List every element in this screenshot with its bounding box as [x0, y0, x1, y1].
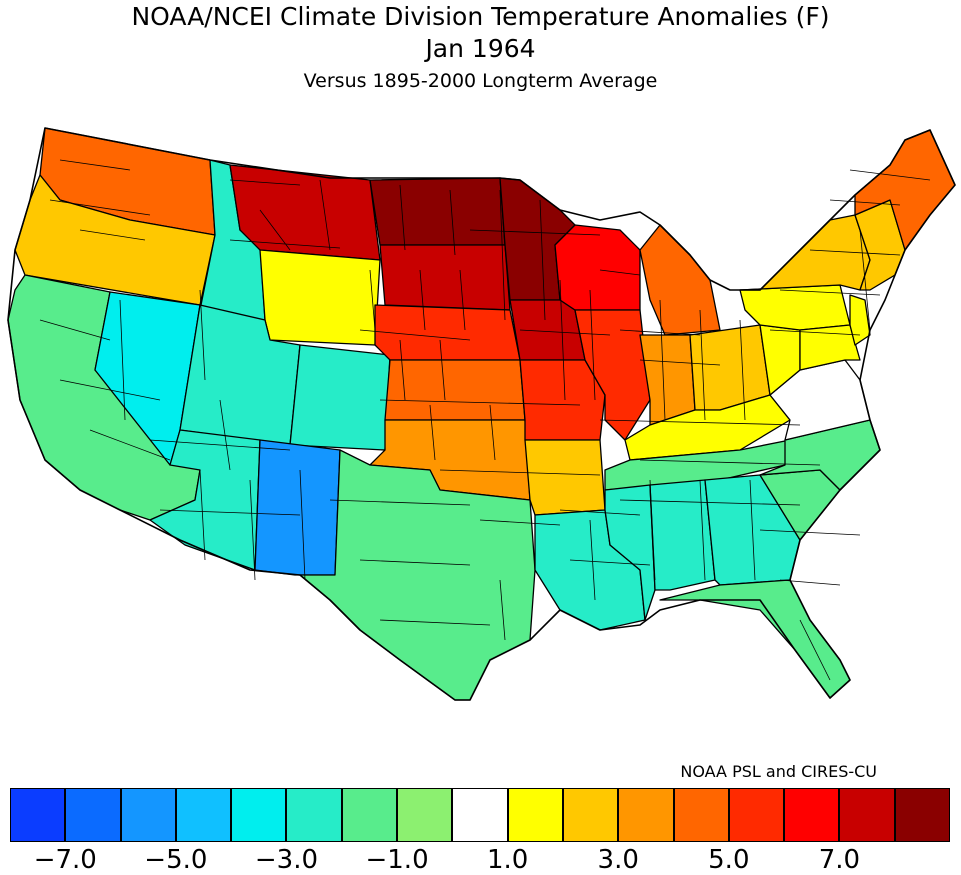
- region-alabama: [650, 480, 715, 590]
- legend-swatch: [674, 788, 729, 842]
- region-florida: [660, 580, 850, 698]
- legend-swatch: [121, 788, 176, 842]
- legend-swatch: [508, 788, 563, 842]
- region-michigan: [640, 225, 720, 335]
- region-wisconsin: [555, 225, 640, 310]
- legend-swatch: [618, 788, 673, 842]
- region-colorado: [290, 345, 390, 450]
- region-ohio: [690, 325, 770, 410]
- legend-swatch: [342, 788, 397, 842]
- legend-swatch: [397, 788, 452, 842]
- region-new-mexico: [255, 440, 340, 575]
- legend-swatch: [784, 788, 839, 842]
- color-legend: [10, 788, 950, 842]
- region-wyoming: [260, 250, 380, 345]
- region-kansas: [385, 360, 525, 420]
- legend-swatch: [729, 788, 784, 842]
- region-maryland-delaware: [800, 325, 860, 370]
- us-anomaly-map: [0, 0, 961, 875]
- region-nebraska: [375, 305, 520, 360]
- legend-swatch: [10, 788, 65, 842]
- legend-swatch: [231, 788, 286, 842]
- legend-swatch: [286, 788, 341, 842]
- legend-swatch: [895, 788, 950, 842]
- region-south-dakota: [380, 245, 510, 310]
- region-indiana: [640, 335, 695, 425]
- legend-swatch: [176, 788, 231, 842]
- legend-swatch: [563, 788, 618, 842]
- region-pennsylvania: [740, 285, 850, 330]
- legend-swatch: [65, 788, 120, 842]
- region-north-dakota: [370, 178, 505, 245]
- region-arkansas: [525, 440, 605, 515]
- state-regions: [8, 128, 955, 700]
- legend-swatch: [452, 788, 507, 842]
- legend-swatch: [839, 788, 894, 842]
